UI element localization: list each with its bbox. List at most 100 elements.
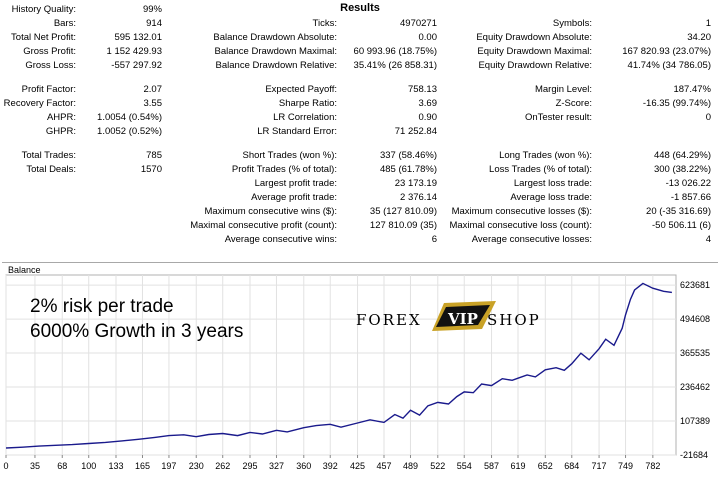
stat-label: Equity Drawdown Maximal:	[477, 46, 592, 57]
stat-label: Balance Drawdown Relative:	[215, 60, 337, 71]
stat-value: 2.07	[143, 84, 163, 95]
stat-value: 300 (38.22%)	[653, 164, 711, 175]
stat-value: 4970271	[400, 18, 437, 29]
stat-value: 187.47%	[673, 84, 711, 95]
logo-vip-text: VIP	[448, 310, 478, 328]
stat-label: Equity Drawdown Absolute:	[476, 32, 592, 43]
stat-value: 35 (127 810.09)	[369, 206, 437, 217]
y-tick-label: 365535	[680, 348, 710, 358]
stat-label: GHPR:	[45, 126, 76, 137]
x-tick-label: 327	[269, 461, 284, 471]
stat-label: Maximal consecutive loss (count):	[449, 220, 592, 231]
stat-label: Average consecutive wins:	[224, 234, 337, 245]
x-tick-label: 652	[538, 461, 553, 471]
stat-label: OnTester result:	[524, 112, 592, 123]
stat-value: 914	[146, 18, 162, 29]
x-tick-label: 522	[430, 461, 445, 471]
stat-value: 6	[431, 234, 437, 245]
stat-label: Symbols:	[552, 18, 592, 29]
stat-label: Margin Level:	[534, 84, 592, 95]
stat-label: Average consecutive losses:	[471, 234, 592, 245]
stat-label: Total Deals:	[26, 164, 76, 175]
stat-value: 20 (-35 316.69)	[646, 206, 711, 217]
y-tick-label: -21684	[680, 450, 708, 460]
stat-label: Maximum consecutive losses ($):	[451, 206, 592, 217]
stat-label: Largest profit trade:	[254, 178, 337, 189]
x-tick-label: 100	[81, 461, 96, 471]
x-tick-label: 68	[57, 461, 67, 471]
stat-value: 1.0054 (0.54%)	[97, 112, 162, 123]
forex-vip-shop-logo: FOREX VIP SHOP	[352, 301, 552, 343]
stat-value: 99%	[142, 4, 162, 15]
stat-value: 337 (58.46%)	[379, 150, 437, 161]
x-tick-label: 684	[564, 461, 579, 471]
stat-label: History Quality:	[11, 4, 76, 15]
stat-value: 785	[146, 150, 162, 161]
stat-label: Largest loss trade:	[513, 178, 592, 189]
stat-label: Average profit trade:	[251, 192, 337, 203]
stat-value: 3.69	[418, 98, 438, 109]
stat-value: 41.74% (34 786.05)	[627, 60, 711, 71]
x-tick-label: 554	[457, 461, 472, 471]
stat-value: -16.35 (99.74%)	[642, 98, 711, 109]
results-title: Results	[340, 2, 380, 14]
stat-value: 0.90	[418, 112, 438, 123]
balance-chart-panel: -21684 107389 236462 365535 494608 623681 0 35 6…	[2, 262, 718, 479]
stat-label: Balance Drawdown Maximal:	[214, 46, 338, 57]
x-tick-label: 35	[30, 461, 40, 471]
stat-label: Bars:	[53, 18, 76, 29]
logo-shop-text: SHOP	[487, 311, 541, 329]
stat-value: 1.0052 (0.52%)	[97, 126, 162, 137]
stat-label: Recovery Factor:	[3, 98, 76, 109]
x-tick-label: 717	[592, 461, 607, 471]
stat-label: Total Net Profit:	[11, 32, 76, 43]
x-tick-label: 295	[242, 461, 257, 471]
stat-value: 71 252.84	[394, 126, 437, 137]
x-tick-label: 165	[135, 461, 150, 471]
stat-value: 127 810.09 (35)	[369, 220, 437, 231]
stat-value: 0	[705, 112, 711, 123]
logo-forex-text: FOREX	[356, 311, 422, 329]
stat-label: Ticks:	[312, 18, 337, 29]
x-tick-label: 133	[108, 461, 123, 471]
stat-value: -13 026.22	[665, 178, 711, 189]
stat-value: 35.41% (26 858.31)	[353, 60, 437, 71]
stat-label: Short Trades (won %):	[242, 150, 337, 161]
stat-value: 0.00	[418, 32, 438, 43]
stat-value: 60 993.96 (18.75%)	[353, 46, 437, 57]
x-tick-label: 457	[376, 461, 391, 471]
x-tick-label: 0	[3, 461, 8, 471]
stat-label: Profit Factor:	[21, 84, 76, 95]
x-tick-label: 230	[189, 461, 204, 471]
stat-value: 448 (64.29%)	[653, 150, 711, 161]
stat-value: 1 152 429.93	[106, 46, 162, 57]
x-tick-label: 197	[161, 461, 176, 471]
stat-label: LR Correlation:	[273, 112, 337, 123]
stat-label: Total Trades:	[21, 150, 76, 161]
x-tick-label: 749	[618, 461, 633, 471]
stat-label: Gross Loss:	[25, 60, 76, 71]
stat-label: LR Standard Error:	[257, 126, 337, 137]
x-tick-label: 587	[484, 461, 499, 471]
stat-label: Z-Score:	[555, 98, 592, 109]
stat-value: 3.55	[143, 98, 163, 109]
y-tick-label: 236462	[680, 382, 710, 392]
y-tick-label: 107389	[680, 416, 710, 426]
stat-label: Sharpe Ratio:	[278, 98, 337, 109]
stat-value: 4	[705, 234, 711, 245]
logo-emblem-icon	[432, 301, 496, 331]
chart-label: Balance	[8, 265, 41, 275]
x-tick-label: 360	[296, 461, 311, 471]
stat-label: AHPR:	[46, 112, 76, 123]
x-tick-label: 262	[215, 461, 230, 471]
stat-value: 2 376.14	[400, 192, 437, 203]
overlay-growth-text: 6000% Growth in 3 years	[30, 321, 244, 342]
x-tick-label: 425	[350, 461, 365, 471]
stat-value: -557 297.92	[111, 60, 162, 71]
stat-value: 485 (61.78%)	[379, 164, 437, 175]
stat-value: -50 506.11 (6)	[652, 220, 711, 231]
stat-label: Maximum consecutive wins ($):	[204, 206, 337, 217]
balance-line	[5, 282, 672, 449]
x-tick-label: 619	[510, 461, 525, 471]
stat-label: Long Trades (won %):	[499, 150, 592, 161]
